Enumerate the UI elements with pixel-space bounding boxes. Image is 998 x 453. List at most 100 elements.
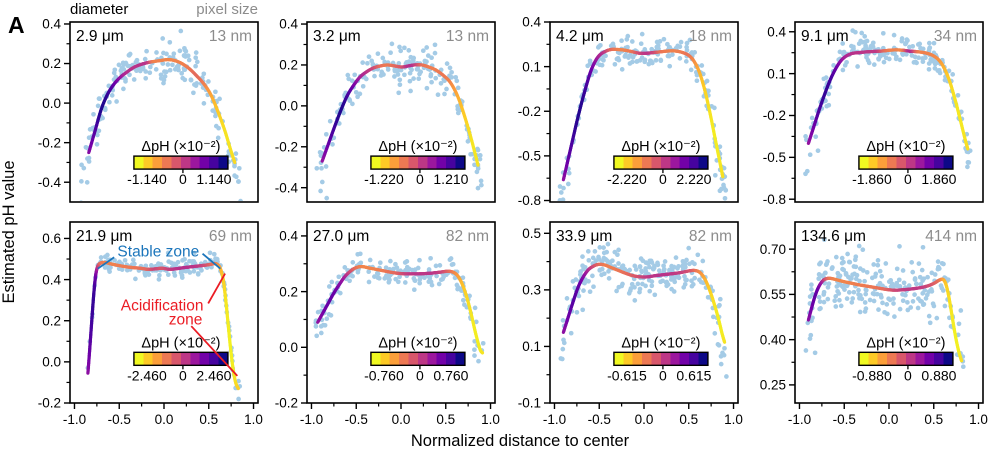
- ph-profile-line: [561, 47, 725, 182]
- colorbar-title: ΔpH (×10⁻²): [866, 139, 945, 155]
- colorbar-max-label: 0.615: [676, 367, 711, 383]
- svg-text:1.0: 1.0: [724, 412, 743, 427]
- svg-text:0.0: 0.0: [155, 412, 174, 427]
- svg-text:0.1: 0.1: [522, 339, 541, 354]
- colorbar-max-label: 2.460: [196, 367, 231, 383]
- svg-text:0.4: 0.4: [767, 24, 786, 39]
- svg-text:0.2: 0.2: [42, 56, 61, 71]
- svg-text:0.2: 0.2: [279, 58, 298, 73]
- plot-frame: [794, 21, 984, 203]
- header-diameter: diameter: [70, 1, 128, 18]
- colorbar-max-label: 0.760: [433, 367, 468, 383]
- colorbar-title: ΔpH (×10⁻²): [141, 335, 220, 351]
- svg-text:-0.5: -0.5: [833, 412, 856, 427]
- scatter-points: [803, 237, 966, 370]
- svg-text:-0.2: -0.2: [38, 396, 61, 411]
- svg-text:0.0: 0.0: [392, 412, 411, 427]
- subplot-9.1μm: 0.4 0.1 -0.2 -0.5 -0.8 9.1 μm 34 nm ΔpH (×10⁻²)…: [763, 21, 984, 207]
- pixel-size-label: 82 nm: [446, 228, 489, 245]
- subplot-134.6μm: 0.70 0.55 0.40 0.25 -1.0 -0.5 0.0 0.5 1.0 134.6 μ…: [760, 221, 988, 427]
- diameter-label: 27.0 μm: [313, 228, 369, 245]
- stable-zone-pointer-right: [201, 252, 221, 270]
- subplot-2.9μm: 0.4 0.2 0.0 -0.2 -0.4 2.9 μm 13 nm ΔpH (×10⁻²) -…: [38, 17, 259, 203]
- pixel-size-label: 69 nm: [209, 228, 252, 245]
- colorbar: ΔpH (×10⁻²) -0.615 0 0.615: [607, 335, 712, 383]
- svg-text:0.0: 0.0: [42, 355, 61, 370]
- y-axis-ticks: 0.4 0.1 -0.2 -0.5 -0.8: [518, 15, 550, 208]
- colorbar-min-label: -0.615: [607, 367, 647, 383]
- stable-zone-pointer-left: [97, 256, 115, 270]
- svg-text:0.40: 0.40: [760, 332, 786, 347]
- colorbar: ΔpH (×10⁻²) -0.760 0 0.760: [364, 335, 469, 383]
- y-axis-ticks: 0.5 0.3 0.1 -0.1: [518, 226, 550, 411]
- ph-profile-line: [806, 48, 970, 151]
- svg-text:1.0: 1.0: [969, 412, 988, 427]
- colorbar: ΔpH (×10⁻²) -1.220 0 1.210: [364, 139, 469, 187]
- panel-label: A: [8, 12, 25, 38]
- diameter-label: 9.1 μm: [801, 28, 849, 45]
- colorbar-zero-label: 0: [904, 367, 912, 383]
- svg-text:-0.5: -0.5: [108, 412, 131, 427]
- plot-frame: [549, 21, 739, 203]
- colorbar-min-label: -2.220: [607, 171, 647, 187]
- scatter-points: [557, 31, 729, 201]
- svg-text:-0.4: -0.4: [38, 175, 62, 190]
- pixel-size-label: 13 nm: [446, 28, 489, 45]
- svg-text:-0.5: -0.5: [763, 150, 786, 165]
- svg-text:0.5: 0.5: [199, 412, 218, 427]
- colorbar: ΔpH (×10⁻²) -1.140 0 1.140: [127, 139, 232, 187]
- colorbar-zero-label: 0: [179, 171, 187, 187]
- diameter-label: 2.9 μm: [76, 28, 124, 45]
- ph-profile-line: [316, 264, 485, 355]
- colorbar-max-label: 1.140: [196, 171, 231, 187]
- svg-text:-0.2: -0.2: [38, 135, 61, 150]
- acidification-zone-label-line1: Acidification: [121, 298, 204, 315]
- y-axis-ticks: 0.4 0.2 0.0 -0.2: [275, 229, 307, 411]
- y-axis-ticks: 0.4 0.1 -0.2 -0.5 -0.8: [763, 24, 795, 207]
- colorbar-min-label: -0.760: [364, 367, 404, 383]
- svg-text:0.4: 0.4: [522, 15, 541, 30]
- svg-text:0.5: 0.5: [924, 412, 943, 427]
- ph-profile-line: [87, 57, 237, 165]
- colorbar-zero-label: 0: [179, 367, 187, 383]
- y-axis-ticks: 0.70 0.55 0.40 0.25: [760, 242, 795, 393]
- colorbar-max-label: 1.210: [433, 171, 468, 187]
- subplots-group: 0.4 0.2 0.0 -0.2 -0.4 2.9 μm 13 nm ΔpH (×10⁻²) -…: [38, 15, 988, 427]
- ph-profile-line: [320, 63, 480, 167]
- acidification-zone-label-line2: zone: [169, 311, 203, 328]
- colorbar-max-label: 0.880: [921, 367, 956, 383]
- colorbar-min-label: -0.880: [852, 367, 892, 383]
- svg-text:0.3: 0.3: [522, 283, 541, 298]
- subplot-33.9μm: 0.5 0.3 0.1 -0.1-1.0 -0.5 0.0 0.5 1.0 33.9 μm 82 …: [518, 221, 743, 427]
- x-axis-ticks: -1.0 -0.5 0.0 0.5 1.0: [300, 403, 500, 427]
- subplot-3.2μm: 0.4 0.2 0.0 -0.2 -0.4 3.2 μm 13 nm ΔpH (×10⁻²) -…: [275, 17, 496, 203]
- diameter-label: 33.9 μm: [556, 228, 612, 245]
- pixel-size-label: 13 nm: [209, 28, 252, 45]
- x-axis-ticks: -1.0 -0.5 0.0 0.5 1.0: [788, 403, 988, 427]
- colorbar: ΔpH (×10⁻²) -0.880 0 0.880: [852, 335, 957, 383]
- svg-text:0.6: 0.6: [42, 231, 61, 246]
- svg-text:0.0: 0.0: [880, 412, 899, 427]
- svg-text:-1.0: -1.0: [63, 412, 86, 427]
- colorbar-title: ΔpH (×10⁻²): [621, 139, 700, 155]
- svg-text:-1.0: -1.0: [300, 412, 323, 427]
- y-axis-ticks: 0.6 0.4 0.2 0.0 -0.2: [38, 231, 70, 411]
- colorbar-zero-label: 0: [659, 171, 667, 187]
- svg-text:0.4: 0.4: [279, 17, 298, 32]
- stable-zone-label: Stable zone: [117, 243, 199, 260]
- svg-text:0.55: 0.55: [760, 287, 786, 302]
- colorbar-zero-label: 0: [416, 367, 424, 383]
- pixel-size-label: 34 nm: [934, 28, 977, 45]
- subplot-4.2μm: 0.4 0.1 -0.2 -0.5 -0.8 4.2 μm 18 nm ΔpH (×10⁻²)…: [518, 15, 739, 208]
- colorbar-zero-label: 0: [904, 171, 912, 187]
- acidification-pointer-upper: [207, 273, 226, 304]
- colorbar-title: ΔpH (×10⁻²): [141, 139, 220, 155]
- colorbar-title: ΔpH (×10⁻²): [378, 335, 457, 351]
- colorbar-title: ΔpH (×10⁻²): [378, 139, 457, 155]
- svg-text:0.0: 0.0: [635, 412, 654, 427]
- colorbar-max-label: 1.860: [921, 171, 956, 187]
- subplot-27.0μm: 0.4 0.2 0.0 -0.2-1.0 -0.5 0.0 0.5 1.0 27.0 μm 82 …: [275, 221, 500, 427]
